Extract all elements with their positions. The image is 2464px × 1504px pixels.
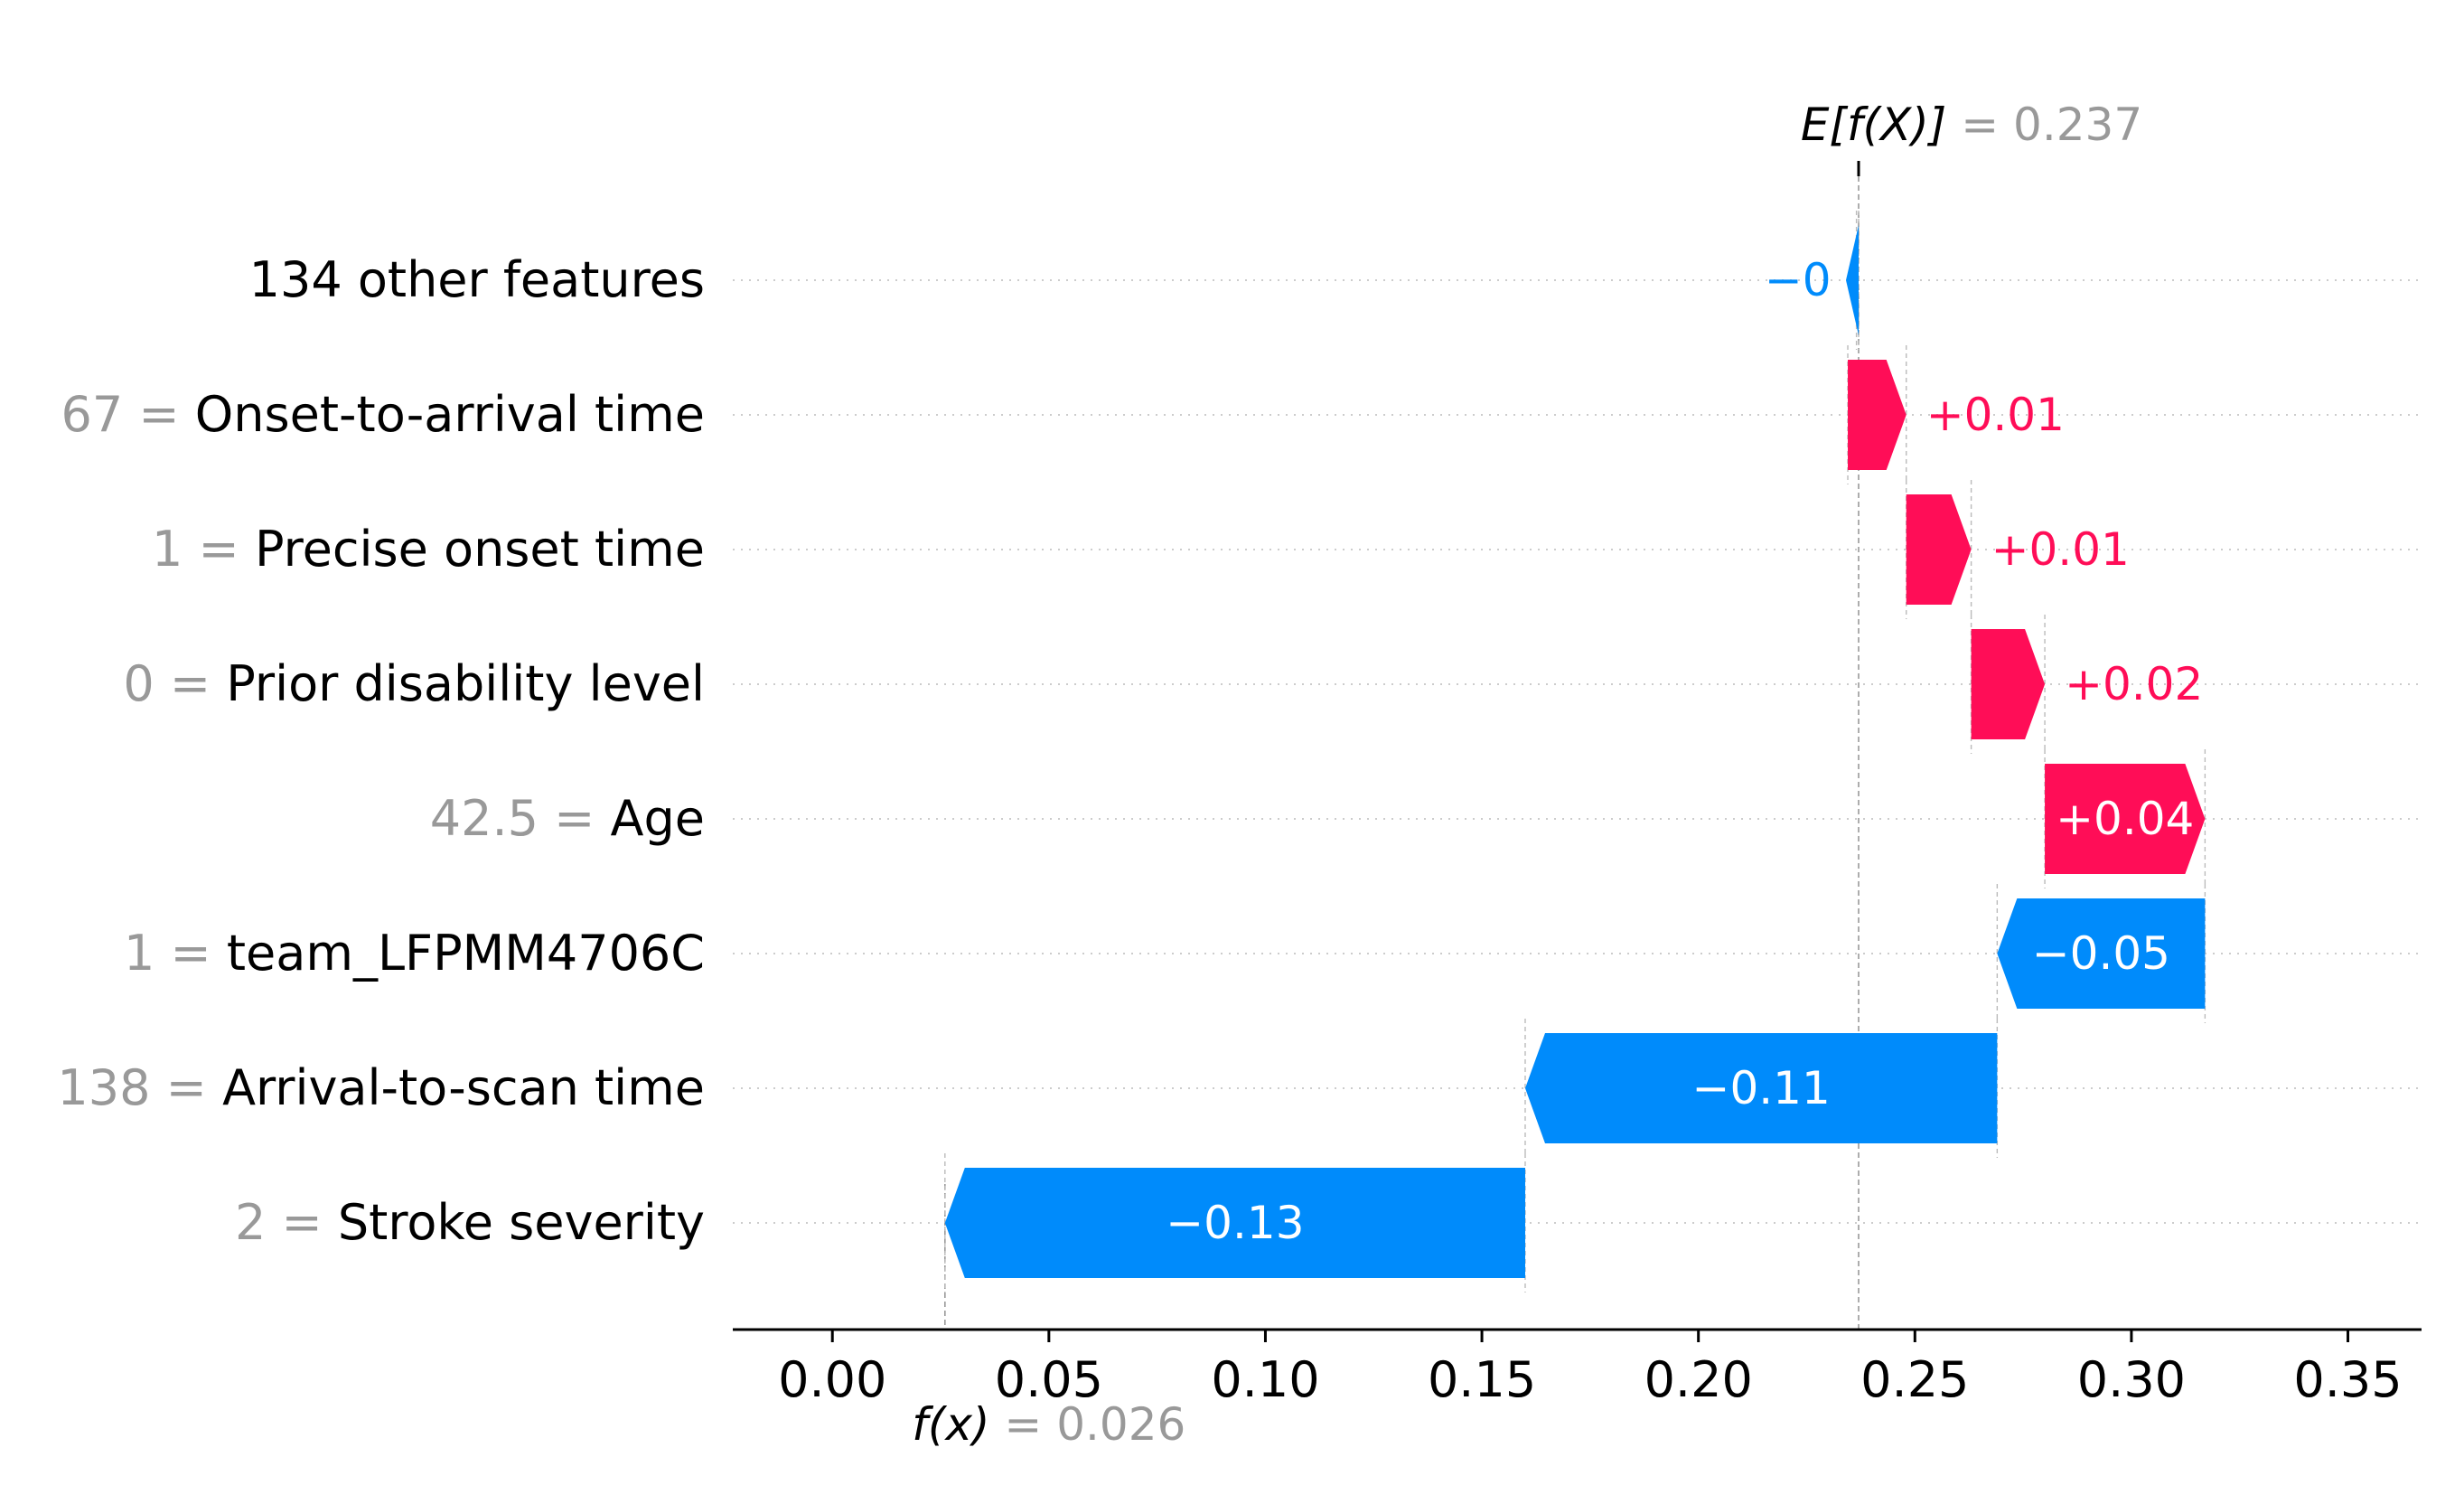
feature-name: Arrival-to-scan time bbox=[222, 1059, 705, 1116]
bar-6 bbox=[1997, 898, 2206, 1009]
bar-value-label: −0 bbox=[1765, 254, 1832, 306]
feature-value: 138 = bbox=[57, 1059, 222, 1116]
feature-name: Precise onset time bbox=[255, 521, 705, 578]
bar-1 bbox=[1846, 225, 1859, 335]
feature-labels: 134 other features 67 = Onset-to-arrival … bbox=[57, 251, 705, 1251]
base-value-symbol: E[f(X)] bbox=[1801, 99, 1961, 151]
x-tick-label: 0.20 bbox=[1644, 1351, 1753, 1408]
feature-value: 67 = bbox=[61, 386, 194, 443]
feature-label: 67 = Onset-to-arrival time bbox=[61, 386, 705, 443]
bar-value-label: −0.05 bbox=[2032, 927, 2170, 980]
feature-name: 134 other features bbox=[249, 251, 705, 308]
base-value-number: = 0.237 bbox=[1961, 99, 2142, 151]
feature-name: team_LFPMM4706C bbox=[227, 925, 705, 982]
bar-2 bbox=[1848, 360, 1907, 470]
output-value-label: f(x) = 0.026 bbox=[912, 1398, 1185, 1451]
feature-value: 42.5 = bbox=[430, 790, 611, 847]
bar-value-label: +0.01 bbox=[1991, 523, 2130, 576]
bar-value-label: +0.01 bbox=[1926, 389, 2065, 441]
bar-value-label: −0.11 bbox=[1692, 1062, 1831, 1114]
x-tick-label: 0.30 bbox=[2077, 1351, 2186, 1408]
bar-value-label: +0.04 bbox=[2056, 793, 2194, 845]
feature-name: Stroke severity bbox=[338, 1194, 705, 1251]
bar-value-label: −0.13 bbox=[1166, 1197, 1304, 1249]
reference-lines bbox=[944, 161, 2206, 1330]
feature-label: 1 = team_LFPMM4706C bbox=[124, 925, 705, 982]
bar-4 bbox=[1971, 629, 2046, 739]
feature-name: Age bbox=[611, 790, 705, 847]
bar-3 bbox=[1906, 494, 1972, 605]
output-value-symbol: f(x) bbox=[912, 1398, 1004, 1451]
feature-value: 0 = bbox=[123, 655, 226, 712]
base-value-label: E[f(X)] = 0.237 bbox=[1801, 99, 2142, 151]
x-tick-label: 0.35 bbox=[2293, 1351, 2402, 1408]
feature-name: Onset-to-arrival time bbox=[195, 386, 705, 443]
feature-value: 1 = bbox=[124, 925, 227, 982]
x-tick-label: 0.05 bbox=[995, 1351, 1103, 1408]
x-tick-label: 0.00 bbox=[778, 1351, 886, 1408]
x-tick-label: 0.10 bbox=[1211, 1351, 1319, 1408]
bar-value-label: +0.02 bbox=[2065, 658, 2203, 710]
feature-label: 1 = Precise onset time bbox=[152, 521, 705, 578]
bar-7 bbox=[1524, 1033, 1998, 1143]
feature-value: 1 = bbox=[152, 521, 255, 578]
x-tick-label: 0.25 bbox=[1860, 1351, 1969, 1408]
bar-5 bbox=[2045, 764, 2206, 874]
feature-label: 134 other features bbox=[249, 251, 705, 308]
value-annotations: −0 +0.01 +0.01 +0.02 +0.04 −0.05 −0.11 −0.13 E[f… bbox=[912, 99, 2203, 1451]
feature-value: 2 = bbox=[235, 1194, 338, 1251]
contribution-bars bbox=[944, 225, 2206, 1278]
feature-label: 0 = Prior disability level bbox=[123, 655, 705, 712]
bar-8 bbox=[944, 1168, 1525, 1278]
x-axis: 0.00 0.05 0.10 0.15 0.20 0.25 0.30 0.35 bbox=[733, 1328, 2422, 1408]
output-value-number: = 0.026 bbox=[1004, 1398, 1185, 1451]
feature-label: 2 = Stroke severity bbox=[235, 1194, 705, 1251]
feature-label: 42.5 = Age bbox=[430, 790, 705, 847]
feature-name: Prior disability level bbox=[226, 655, 705, 712]
x-tick-label: 0.15 bbox=[1428, 1351, 1536, 1408]
feature-label: 138 = Arrival-to-scan time bbox=[57, 1059, 705, 1116]
